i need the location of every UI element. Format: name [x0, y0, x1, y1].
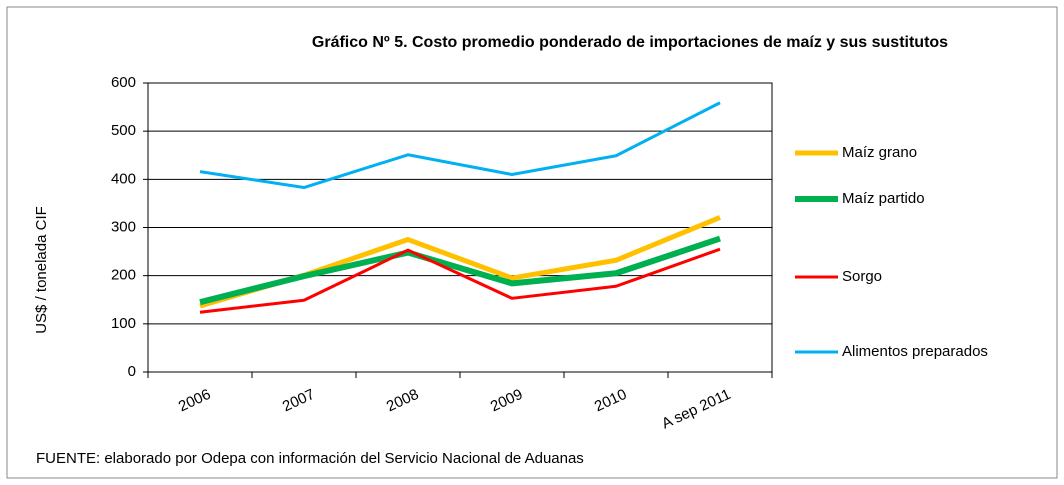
source-note: FUENTE: elaborado por Odepa con informac…: [36, 450, 584, 467]
y-tick-label: 300: [111, 218, 136, 235]
chart-title: Gráfico Nº 5. Costo promedio ponderado d…: [311, 34, 949, 51]
x-tick-label: 2007: [280, 386, 317, 416]
legend-label: Sorgo: [842, 268, 882, 285]
y-axis-label: US$ / tonelada CIF: [33, 206, 50, 334]
legend-label: Alimentos preparados: [842, 343, 988, 360]
series-line: [199, 101, 721, 190]
series-line: [199, 247, 721, 314]
y-tick-label: 600: [111, 74, 136, 91]
x-tick-label: A sep 2011: [659, 386, 733, 433]
x-tick-label: 2008: [384, 386, 421, 416]
series-line: [199, 235, 721, 306]
legend-label: Maíz grano: [842, 144, 917, 161]
x-tick-label: 2010: [592, 386, 629, 416]
x-tick-label: 2009: [488, 386, 525, 416]
y-tick-label: 400: [111, 170, 136, 187]
chart-border: [6, 6, 1058, 479]
x-tick-label: 2006: [176, 386, 213, 416]
y-tick-label: 200: [111, 267, 136, 284]
y-tick-label: 0: [128, 363, 136, 380]
y-tick-label: 100: [111, 315, 136, 332]
legend-label: Maíz partido: [842, 190, 925, 207]
y-tick-label: 500: [111, 122, 136, 139]
